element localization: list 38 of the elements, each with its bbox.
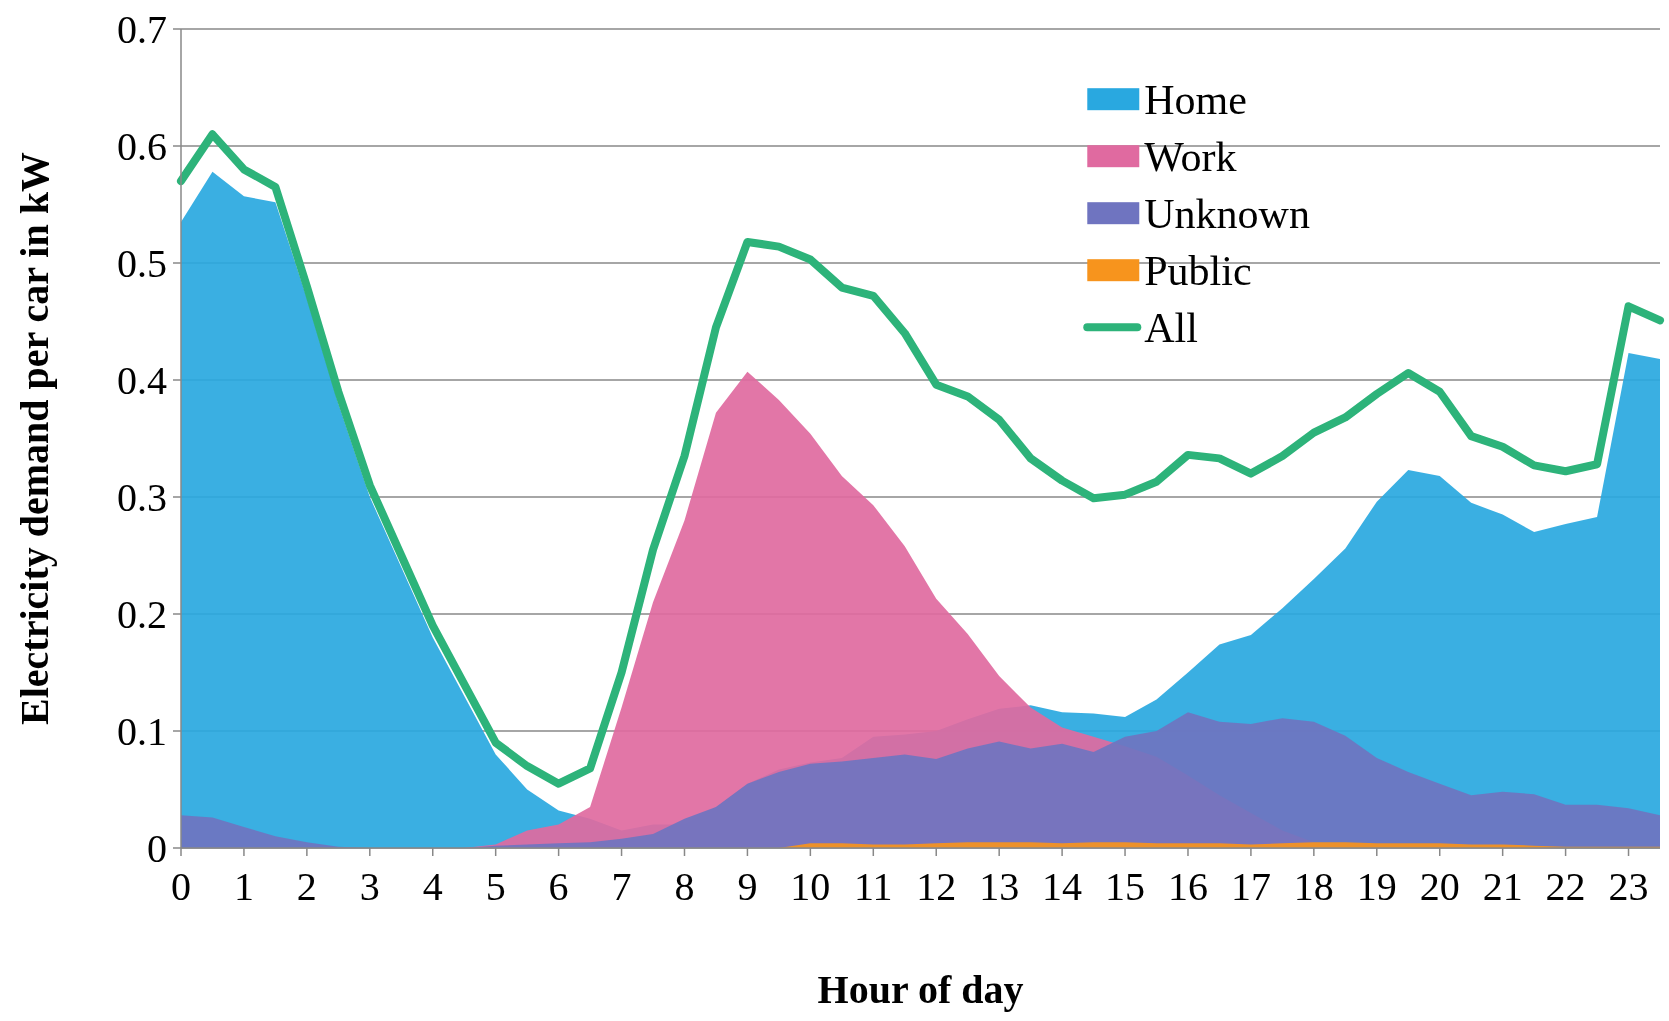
x-tick-label: 22 — [1545, 864, 1586, 909]
x-tick-label: 20 — [1419, 864, 1460, 909]
x-tick-label: 14 — [1042, 864, 1083, 909]
x-tick-label: 15 — [1105, 864, 1146, 909]
x-tick-label: 16 — [1167, 864, 1208, 909]
x-tick-label: 5 — [485, 864, 506, 909]
x-axis-title: Hour of day — [817, 967, 1024, 1012]
x-tick-label: 10 — [790, 864, 831, 909]
x-tick-label: 9 — [737, 864, 758, 909]
legend-label: All — [1144, 304, 1198, 351]
x-tick-label: 4 — [422, 864, 443, 909]
x-tick-label: 13 — [979, 864, 1020, 909]
y-tick-label: 0.2 — [117, 592, 167, 637]
y-tick-label: 0.5 — [117, 241, 167, 286]
x-tick-label: 18 — [1293, 864, 1334, 909]
x-tick-label: 12 — [916, 864, 957, 909]
legend-label: Work — [1144, 133, 1237, 180]
x-tick-label: 8 — [674, 864, 695, 909]
y-tick-label: 0.3 — [117, 475, 167, 520]
x-tick-label: 11 — [854, 864, 893, 909]
x-tick-label: 3 — [359, 864, 380, 909]
legend-label: Unknown — [1144, 190, 1310, 237]
x-tick-label: 6 — [548, 864, 569, 909]
x-tick-label: 1 — [233, 864, 254, 909]
x-tick-label: 23 — [1608, 864, 1649, 909]
y-tick-label: 0.1 — [117, 709, 167, 754]
y-tick-label: 0.4 — [117, 358, 167, 403]
y-tick-label: 0.7 — [117, 7, 167, 52]
x-tick-label: 19 — [1356, 864, 1397, 909]
legend-label: Public — [1144, 247, 1252, 294]
x-tick-label: 21 — [1482, 864, 1523, 909]
y-tick-label: 0.6 — [117, 124, 167, 169]
x-tick-label: 2 — [296, 864, 317, 909]
legend-label: Home — [1144, 76, 1247, 123]
y-tick-label: 0 — [147, 826, 167, 871]
x-tick-label: 7 — [611, 864, 632, 909]
x-tick-label: 17 — [1230, 864, 1271, 909]
y-axis-title: Electricity demand per car in kW — [12, 152, 57, 725]
